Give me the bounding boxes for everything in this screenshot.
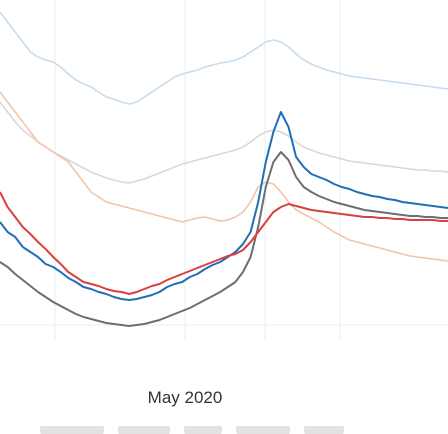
series-layer <box>0 11 448 327</box>
faded-axis-title <box>40 420 370 434</box>
series-line-5 <box>0 101 448 184</box>
series-line-4 <box>0 11 448 105</box>
series-line-0 <box>0 111 448 301</box>
series-line-3 <box>0 91 448 262</box>
x-tick-label: May 2020 <box>147 388 223 407</box>
series-line-1 <box>0 191 448 295</box>
series-line-2 <box>0 151 448 327</box>
